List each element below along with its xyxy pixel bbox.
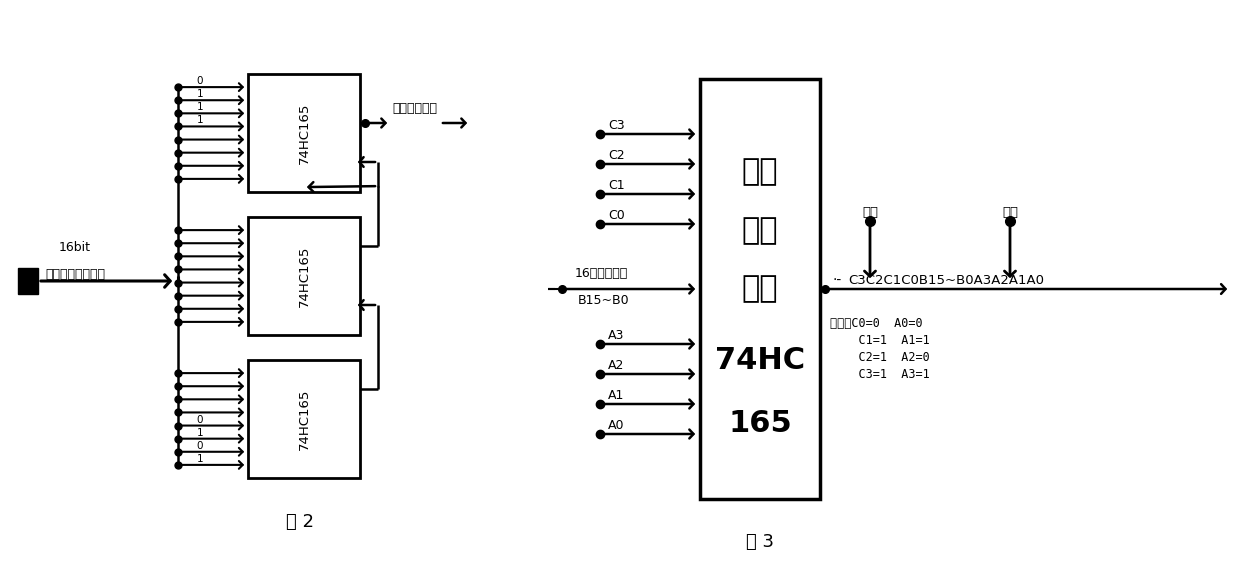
Text: 继电联锁信息输入: 继电联锁信息输入	[45, 268, 105, 281]
Text: 74HC165: 74HC165	[298, 388, 310, 450]
Text: C3C2C1C0B15~B0A3A2A1A0: C3C2C1C0B15~B0A3A2A1A0	[848, 274, 1044, 287]
Text: C1=1  A1=1: C1=1 A1=1	[830, 334, 930, 347]
Text: 165: 165	[728, 409, 792, 438]
Text: 74HC165: 74HC165	[298, 102, 310, 164]
Text: 16路并行输入: 16路并行输入	[575, 267, 629, 280]
Text: 1: 1	[197, 428, 203, 438]
Text: 74HC: 74HC	[715, 346, 805, 375]
Text: 图 3: 图 3	[746, 533, 774, 551]
Text: 0: 0	[197, 76, 203, 86]
Bar	[248, 74, 360, 192]
Text: A0: A0	[608, 419, 625, 432]
Text: 1: 1	[197, 454, 203, 464]
Text: 1: 1	[197, 116, 203, 125]
Text: 串并: 串并	[742, 157, 779, 186]
Text: 0: 0	[197, 441, 203, 451]
Text: 74HC165: 74HC165	[298, 245, 310, 307]
Text: 0: 0	[197, 415, 203, 425]
Bar	[248, 217, 360, 335]
Text: A1: A1	[608, 389, 625, 402]
Text: 帧头: 帧头	[1002, 206, 1018, 219]
Text: 帧尾: 帧尾	[862, 206, 878, 219]
Text: 1: 1	[197, 89, 203, 99]
Text: C0: C0	[608, 209, 625, 222]
Text: 1: 1	[197, 102, 203, 112]
Text: 转换: 转换	[742, 215, 779, 245]
Bar	[248, 360, 360, 478]
Bar	[19, 268, 38, 294]
Text: ·-: ·-	[832, 273, 841, 287]
Bar	[701, 79, 820, 499]
Text: C2: C2	[608, 149, 625, 162]
Text: 16bit: 16bit	[60, 241, 91, 254]
Text: 芯片: 芯片	[742, 275, 779, 303]
Text: A3: A3	[608, 329, 625, 342]
Text: B15~B0: B15~B0	[578, 294, 630, 307]
Text: A2: A2	[608, 359, 625, 372]
Text: C2=1  A2=0: C2=1 A2=0	[830, 351, 930, 364]
Text: C3: C3	[608, 119, 625, 132]
Text: 串并转换输出: 串并转换输出	[393, 102, 438, 115]
Text: 图 2: 图 2	[286, 513, 314, 531]
Text: C1: C1	[608, 179, 625, 192]
Text: C3=1  A3=1: C3=1 A3=1	[830, 368, 930, 381]
Text: 其中，C0=0  A0=0: 其中，C0=0 A0=0	[830, 317, 923, 330]
